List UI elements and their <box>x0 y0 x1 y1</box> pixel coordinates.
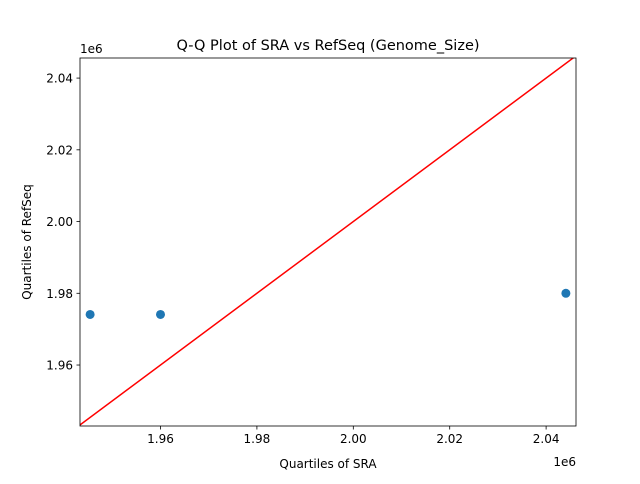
reference-line <box>80 58 575 426</box>
data-point-0 <box>85 309 95 319</box>
plot-frame <box>79 57 577 427</box>
data-point-1 <box>155 309 165 319</box>
x-offset-label: 1e6 <box>553 455 576 469</box>
x-tick-label-4: 2.04 <box>533 432 560 446</box>
x-tick-label-3: 2.02 <box>436 432 463 446</box>
y-tick-label-4: 2.04 <box>46 72 73 86</box>
y-tick-label-2: 2.00 <box>46 215 73 229</box>
x-tick-label-0: 1.96 <box>147 432 174 446</box>
x-tick-label-1: 1.98 <box>244 432 271 446</box>
x-axis-label: Quartiles of SRA <box>279 457 377 471</box>
y-tick-label-3: 2.02 <box>46 143 73 157</box>
y-offset-label: 1e6 <box>80 42 103 56</box>
y-tick-label-0: 1.96 <box>46 359 73 373</box>
y-axis-label: Quartiles of RefSeq <box>20 184 34 300</box>
data-point-2 <box>561 288 571 298</box>
chart-title: Q-Q Plot of SRA vs RefSeq (Genome_Size) <box>176 38 479 54</box>
y-tick-label-1: 1.98 <box>46 287 73 301</box>
x-tick-label-2: 2.00 <box>340 432 367 446</box>
